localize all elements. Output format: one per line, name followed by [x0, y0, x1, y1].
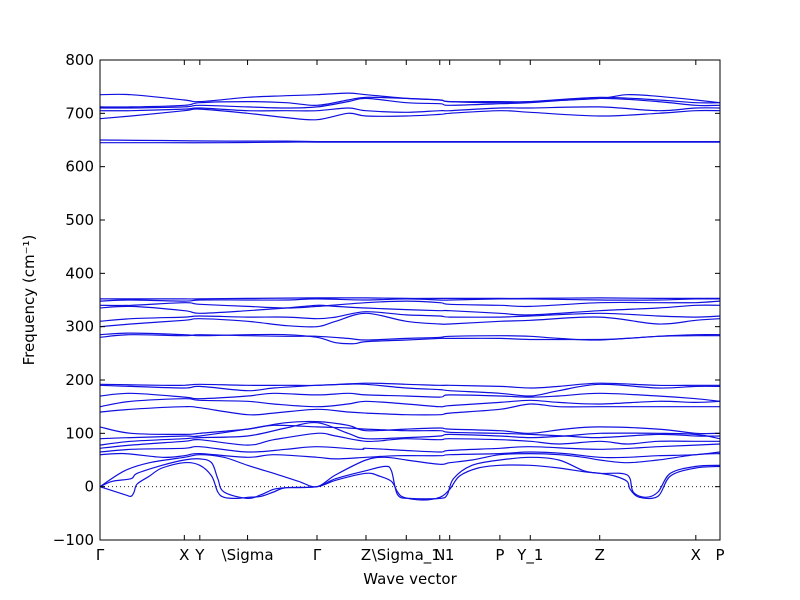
band-line-9 — [99, 424, 721, 439]
band-line-24 — [99, 139, 720, 143]
y-tick-label: 800 — [65, 51, 94, 69]
y-tick-label: 200 — [65, 371, 94, 389]
y-tick-label: 600 — [65, 158, 94, 176]
band-line-6 — [99, 432, 720, 449]
band-line-7 — [99, 421, 721, 446]
x-tick-label: X — [691, 546, 701, 564]
x-tick-label: P — [495, 546, 504, 564]
series-layer — [99, 92, 721, 501]
x-tick-label: \Sigma — [222, 546, 274, 564]
x-tick-label: Z — [595, 546, 605, 564]
y-axis: −100 0 100 200 300 400 500 600 700 800 — [53, 51, 720, 549]
band-line-11 — [99, 398, 721, 408]
x-tick-label: Y_1 — [516, 546, 543, 565]
y-tick-label: −100 — [53, 531, 94, 549]
x-tick-label: Γ — [96, 546, 105, 564]
band-line-12 — [99, 392, 721, 402]
band-line-20 — [99, 300, 721, 309]
band-line-5 — [99, 443, 721, 453]
band-line-28 — [99, 96, 721, 108]
x-tick-label: Γ — [313, 546, 322, 564]
x-tick-label: P — [715, 546, 724, 564]
x-axis: Γ X Y \Sigma Γ Z \Sigma_1N 1 P Y_1 Z X P — [96, 60, 725, 565]
band-line-2 — [99, 456, 721, 500]
band-line-10 — [99, 403, 720, 416]
y-tick-label: 100 — [65, 424, 94, 442]
y-tick-label: 400 — [65, 264, 94, 282]
band-line-1 — [99, 461, 721, 501]
band-line-26 — [99, 106, 721, 113]
band-line-4 — [99, 451, 721, 460]
x-tick-label: N — [434, 546, 445, 564]
band-line-3 — [99, 452, 721, 488]
x-tick-label: 1 — [445, 546, 455, 564]
y-tick-label: 300 — [65, 318, 94, 336]
band-line-16 — [99, 332, 721, 345]
x-axis-label: Wave vector — [363, 570, 457, 588]
plot-frame — [99, 59, 721, 541]
x-tick-label: \Sigma_1 — [372, 546, 441, 565]
y-tick-label: 500 — [65, 211, 94, 229]
band-line-29 — [99, 92, 721, 104]
band-line-19 — [99, 304, 721, 316]
band-line-25 — [99, 108, 721, 121]
x-tick-label: X — [179, 546, 189, 564]
y-tick-label: 0 — [84, 478, 94, 496]
x-tick-label: Y — [194, 546, 205, 564]
y-tick-label: 700 — [65, 104, 94, 122]
band-line-8 — [99, 420, 721, 440]
band-line-13 — [99, 383, 721, 397]
y-axis-label: Frequency (cm⁻¹) — [20, 235, 38, 366]
band-line-18 — [99, 311, 721, 322]
band-line-14 — [99, 382, 720, 389]
band-line-17 — [99, 312, 721, 328]
band-line-22 — [100, 297, 720, 300]
x-tick-label: Z — [361, 546, 371, 564]
